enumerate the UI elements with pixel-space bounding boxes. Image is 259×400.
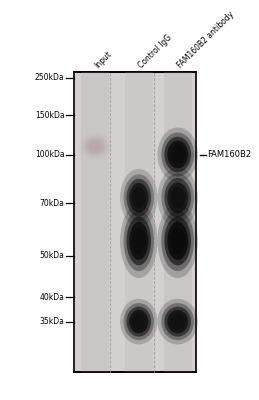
- Ellipse shape: [82, 136, 108, 157]
- Ellipse shape: [124, 174, 154, 221]
- Ellipse shape: [157, 128, 198, 182]
- Bar: [81, 72, 109, 372]
- Text: 50kDa: 50kDa: [40, 252, 65, 260]
- Text: Input: Input: [92, 50, 113, 70]
- Ellipse shape: [79, 133, 111, 160]
- Ellipse shape: [164, 178, 191, 218]
- Bar: [125, 72, 153, 372]
- Text: 150kDa: 150kDa: [35, 110, 65, 120]
- Ellipse shape: [127, 216, 151, 265]
- Ellipse shape: [84, 138, 106, 155]
- Ellipse shape: [167, 222, 188, 260]
- Text: Control IgG: Control IgG: [136, 33, 173, 70]
- Text: 70kDa: 70kDa: [40, 199, 65, 208]
- Ellipse shape: [120, 299, 157, 344]
- Ellipse shape: [127, 179, 151, 217]
- Bar: [74, 72, 196, 372]
- Text: 40kDa: 40kDa: [40, 293, 65, 302]
- Text: 35kDa: 35kDa: [40, 317, 65, 326]
- Text: 100kDa: 100kDa: [35, 150, 65, 159]
- Ellipse shape: [170, 145, 185, 164]
- Ellipse shape: [120, 169, 157, 226]
- Ellipse shape: [161, 173, 194, 222]
- Bar: [164, 72, 192, 372]
- Ellipse shape: [129, 183, 148, 212]
- Text: 250kDa: 250kDa: [35, 73, 65, 82]
- Ellipse shape: [127, 307, 151, 337]
- Ellipse shape: [132, 187, 146, 208]
- Ellipse shape: [132, 313, 146, 330]
- Ellipse shape: [164, 216, 191, 265]
- Ellipse shape: [170, 313, 185, 330]
- Ellipse shape: [132, 227, 146, 254]
- Ellipse shape: [164, 137, 191, 172]
- Ellipse shape: [170, 187, 185, 208]
- Ellipse shape: [89, 142, 101, 151]
- Ellipse shape: [157, 299, 198, 344]
- Ellipse shape: [167, 310, 188, 333]
- Text: FAM160B2: FAM160B2: [207, 150, 251, 159]
- Ellipse shape: [161, 303, 194, 340]
- Ellipse shape: [129, 222, 148, 260]
- Ellipse shape: [167, 141, 188, 168]
- Ellipse shape: [164, 307, 191, 337]
- Ellipse shape: [161, 211, 194, 271]
- Ellipse shape: [157, 168, 198, 228]
- Ellipse shape: [170, 227, 185, 254]
- Ellipse shape: [120, 204, 157, 278]
- Ellipse shape: [124, 303, 154, 340]
- Ellipse shape: [157, 204, 198, 278]
- Ellipse shape: [124, 211, 154, 271]
- Ellipse shape: [161, 132, 194, 176]
- Ellipse shape: [167, 182, 188, 213]
- Ellipse shape: [87, 140, 103, 153]
- Text: FAM160B2 antibody: FAM160B2 antibody: [175, 10, 235, 70]
- Ellipse shape: [129, 310, 148, 333]
